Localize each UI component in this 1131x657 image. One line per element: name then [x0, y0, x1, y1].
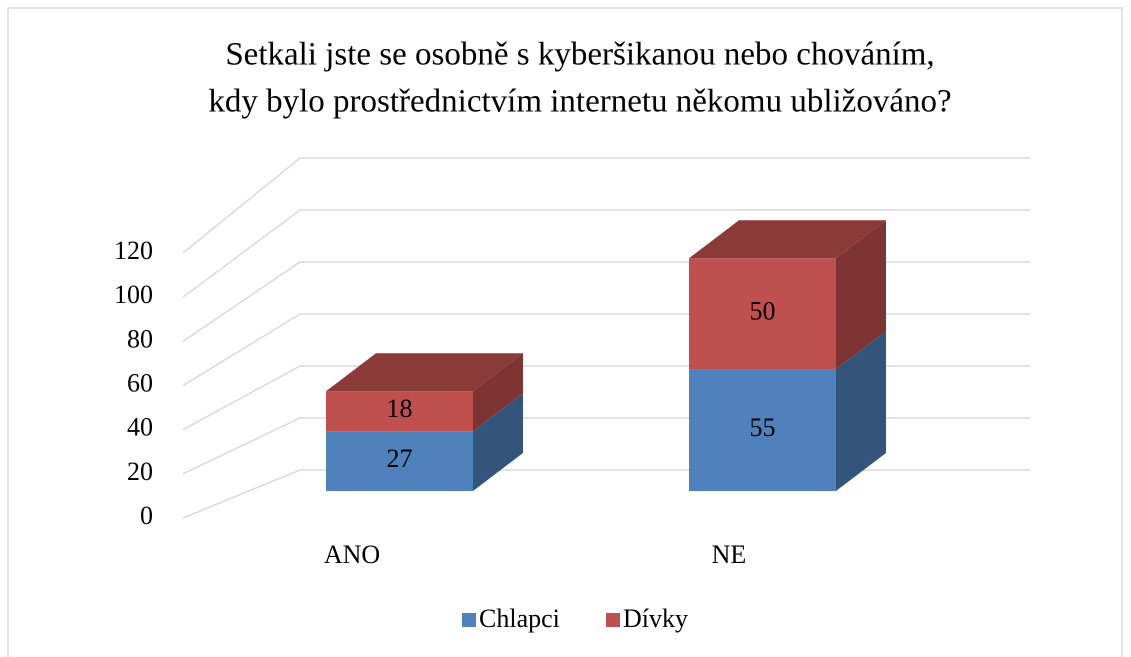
grid-line — [182, 209, 1030, 298]
bar-side — [473, 393, 523, 491]
data-label: 55 — [750, 413, 776, 442]
chart-border — [7, 7, 1123, 657]
legend-swatch — [606, 613, 620, 627]
chart-title: kdy bylo prostřednictvím internetu někom… — [208, 84, 951, 120]
y-tick-label: 20 — [127, 457, 153, 486]
grid-line — [182, 157, 1030, 254]
bar-side — [836, 220, 886, 370]
y-tick-label: 60 — [127, 368, 153, 397]
bar-side — [473, 353, 523, 432]
legend-label: Chlapci — [479, 604, 560, 633]
y-tick-label: 100 — [114, 280, 153, 309]
bar-top — [326, 353, 523, 392]
bar — [689, 369, 836, 491]
bar-top — [689, 220, 886, 259]
legend-swatch — [462, 613, 476, 627]
legend-label: Dívky — [623, 604, 688, 633]
chart-title: Setkali jste se osobně s kyberšikanou ne… — [225, 37, 934, 73]
bar — [326, 391, 473, 432]
data-label: 50 — [750, 297, 776, 326]
bar — [326, 431, 473, 491]
data-label: 18 — [387, 394, 413, 423]
y-tick-label: 0 — [140, 501, 153, 530]
y-tick-label: 120 — [114, 236, 153, 265]
x-tick-label: ANO — [324, 540, 380, 569]
y-tick-label: 40 — [127, 413, 153, 442]
x-tick-label: NE — [712, 540, 747, 569]
y-tick-label: 80 — [127, 324, 153, 353]
bar-side — [836, 331, 886, 491]
data-label: 27 — [387, 444, 413, 473]
bar — [689, 258, 836, 370]
